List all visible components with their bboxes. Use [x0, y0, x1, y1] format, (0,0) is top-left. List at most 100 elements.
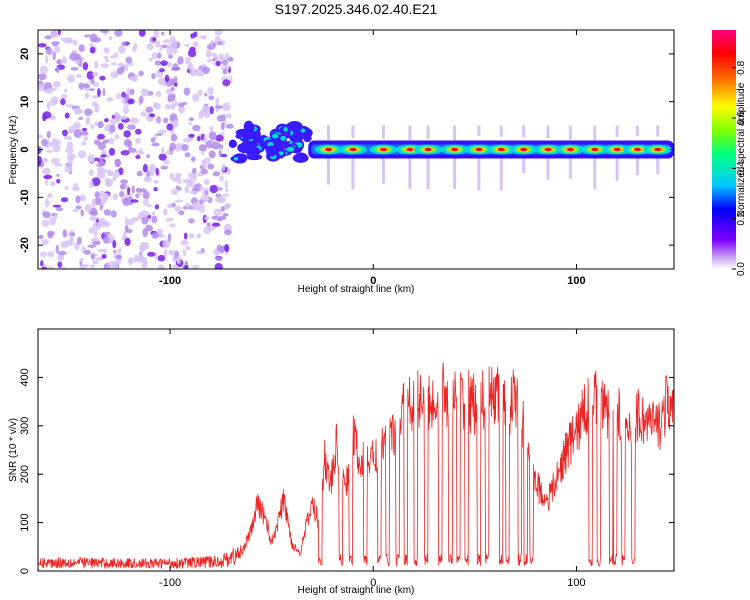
noise-blob [199, 185, 203, 191]
noise-blob [212, 171, 221, 177]
noise-blob [153, 30, 160, 39]
noise-blob [81, 127, 88, 132]
noise-blob [189, 68, 198, 77]
noise-blob [145, 106, 154, 113]
noise-blob [40, 260, 44, 267]
noise-blob [91, 95, 99, 99]
onset-core [271, 133, 279, 139]
onset-blob [294, 152, 308, 162]
noise-blob [156, 116, 162, 124]
noise-blob [105, 59, 110, 63]
noise-blob [213, 54, 219, 62]
noise-blob [60, 37, 69, 42]
streak-below [477, 154, 481, 191]
noise-blob [61, 56, 67, 64]
noise-blob [88, 169, 94, 177]
noise-blob [140, 88, 150, 97]
noise-blob [171, 264, 179, 269]
noise-blob [152, 211, 156, 216]
band-peak-red [654, 147, 662, 152]
noise-blob [214, 263, 223, 269]
noise-blob [41, 219, 50, 228]
noise-blob [62, 229, 68, 238]
noise-blob [215, 60, 221, 67]
noise-blob [201, 105, 211, 114]
noise-blob [220, 206, 225, 212]
snr-y-tick-label: 300 [19, 417, 31, 435]
noise-blob [214, 41, 218, 46]
noise-blob [209, 106, 214, 115]
noise-blob [206, 225, 216, 231]
noise-blob [216, 114, 226, 122]
noise-blob [224, 180, 228, 189]
noise-blob [89, 46, 96, 54]
band-peak-red [566, 147, 574, 152]
noise-blob [135, 137, 142, 145]
noise-blob [97, 88, 101, 98]
noise-blob [192, 167, 197, 174]
noise-blob [165, 217, 174, 222]
noise-blob [100, 63, 110, 68]
noise-blob [117, 122, 124, 130]
noise-blob [152, 37, 157, 42]
noise-blob [67, 165, 73, 173]
noise-blob [155, 40, 161, 48]
noise-blob [110, 71, 119, 79]
noise-blob [85, 116, 91, 126]
band-peak-red [544, 147, 552, 152]
noise-blob [222, 79, 231, 87]
noise-blob [208, 95, 215, 101]
noise-blob [207, 163, 215, 170]
noise-blob [121, 97, 125, 103]
noise-blob [183, 232, 188, 240]
noise-blob [38, 156, 42, 164]
noise-blob [50, 157, 60, 165]
noise-blob [69, 141, 73, 151]
noise-blob [45, 149, 53, 153]
noise-blob [151, 232, 160, 239]
noise-blob [89, 215, 98, 222]
snr-x-tick-label: -100 [159, 577, 181, 589]
streak-above [477, 125, 481, 136]
snr-background [38, 329, 674, 571]
snr-y-tick-label: 400 [19, 368, 31, 386]
noise-blob [64, 112, 70, 119]
noise-blob [216, 244, 222, 252]
noise-blob [184, 43, 190, 48]
noise-blob [129, 256, 133, 266]
noise-blob [161, 44, 168, 49]
onset-blob [238, 153, 248, 164]
noise-blob [120, 150, 130, 156]
streak-below [381, 154, 385, 184]
noise-blob [211, 222, 221, 227]
noise-blob [121, 91, 126, 98]
noise-blob [192, 265, 199, 269]
noise-blob [83, 250, 92, 255]
noise-blob [90, 253, 96, 260]
noise-blob [53, 30, 57, 35]
noise-blob [120, 179, 129, 184]
noise-blob [45, 47, 53, 55]
noise-blob [149, 113, 156, 118]
noise-blob [94, 103, 100, 113]
noise-blob [105, 139, 110, 143]
noise-blob [110, 62, 118, 66]
noise-blob [114, 134, 120, 140]
noise-blob [91, 177, 101, 187]
noise-blob [112, 240, 117, 249]
noise-blob [129, 76, 136, 80]
noise-blob [166, 123, 173, 131]
onset-blob [265, 145, 280, 155]
noise-blob [159, 44, 163, 52]
noise-blob [47, 232, 54, 239]
noise-blob [122, 198, 130, 207]
band-peak-red [349, 147, 357, 152]
noise-blob [184, 152, 191, 158]
noise-blob [135, 154, 141, 160]
noise-blob [99, 160, 106, 167]
noise-blob [140, 111, 147, 117]
snr-x-tick-label: 100 [567, 577, 585, 589]
noise-blob [106, 154, 111, 159]
noise-blob [204, 178, 210, 185]
noise-blob [97, 133, 105, 140]
